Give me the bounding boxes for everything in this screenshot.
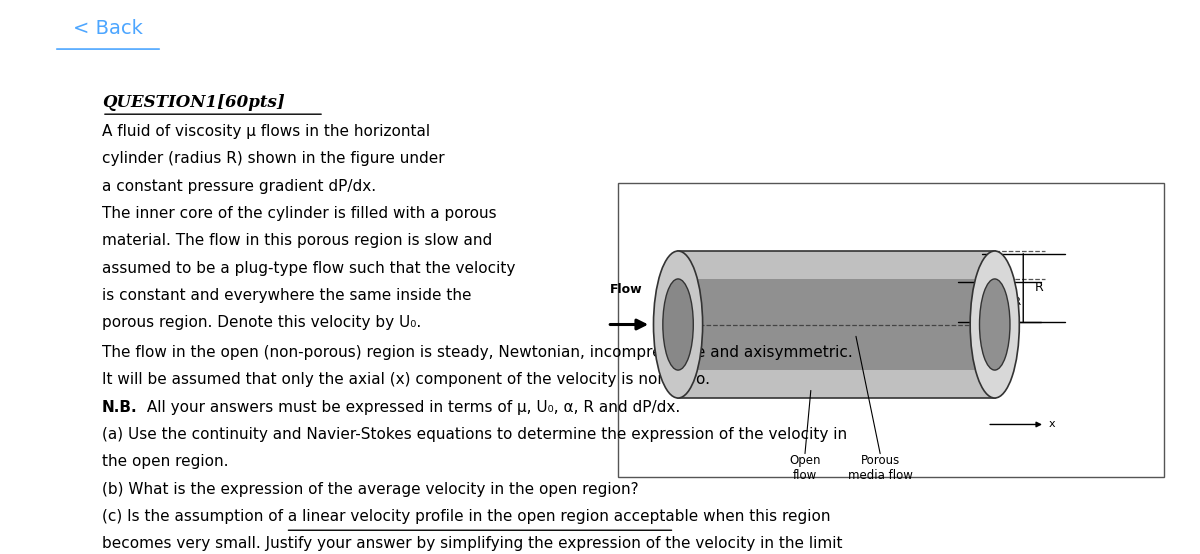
Text: Flow: Flow — [610, 283, 642, 296]
Bar — [678, 251, 995, 398]
Bar — [678, 279, 995, 370]
Text: QUESTION1[60pts]: QUESTION1[60pts] — [102, 94, 284, 111]
Text: N.B.: N.B. — [102, 399, 138, 415]
Text: material. The flow in this porous region is slow and: material. The flow in this porous region… — [102, 233, 492, 248]
Ellipse shape — [654, 251, 703, 398]
Text: < Back: < Back — [73, 19, 143, 38]
Text: (b) What is the expression of the average velocity in the open region?: (b) What is the expression of the averag… — [102, 481, 638, 497]
Text: the open region.: the open region. — [102, 454, 228, 469]
Bar — [618, 183, 1164, 478]
Ellipse shape — [979, 279, 1010, 370]
Text: (a) Use the continuity and Navier-Stokes equations to determine the expression o: (a) Use the continuity and Navier-Stokes… — [102, 427, 847, 442]
Text: αR: αR — [1007, 297, 1021, 307]
Text: R: R — [1036, 281, 1044, 294]
Text: porous region. Denote this velocity by U₀.: porous region. Denote this velocity by U… — [102, 315, 421, 330]
Text: Open
flow: Open flow — [788, 454, 821, 482]
Text: becomes very small. Justify your answer by simplifying the expression of the vel: becomes very small. Justify your answer … — [102, 536, 842, 551]
Text: A fluid of viscosity μ flows in the horizontal: A fluid of viscosity μ flows in the hori… — [102, 124, 430, 139]
Text: (c) Is the assumption of a linear velocity profile in the open region acceptable: (c) Is the assumption of a linear veloci… — [102, 509, 830, 524]
Text: x: x — [1049, 419, 1055, 429]
Ellipse shape — [970, 251, 1019, 398]
Text: a constant pressure gradient dP/dx.: a constant pressure gradient dP/dx. — [102, 178, 376, 194]
Text: The inner core of the cylinder is filled with a porous: The inner core of the cylinder is filled… — [102, 206, 497, 221]
Text: HW#2: HW#2 — [562, 19, 638, 39]
Ellipse shape — [662, 279, 694, 370]
Text: assumed to be a plug-type flow such that the velocity: assumed to be a plug-type flow such that… — [102, 260, 515, 275]
Text: All your answers must be expressed in terms of μ, U₀, α, R and dP/dx.: All your answers must be expressed in te… — [142, 399, 680, 415]
Text: Porous
media flow: Porous media flow — [848, 454, 913, 482]
Text: is constant and everywhere the same inside the: is constant and everywhere the same insi… — [102, 288, 472, 303]
Text: cylinder (radius R) shown in the figure under: cylinder (radius R) shown in the figure … — [102, 151, 445, 166]
Text: The flow in the open (non-porous) region is steady, Newtonian, incompressible an: The flow in the open (non-porous) region… — [102, 345, 853, 360]
Text: It will be assumed that only the axial (x) component of the velocity is non-zero: It will be assumed that only the axial (… — [102, 372, 710, 387]
